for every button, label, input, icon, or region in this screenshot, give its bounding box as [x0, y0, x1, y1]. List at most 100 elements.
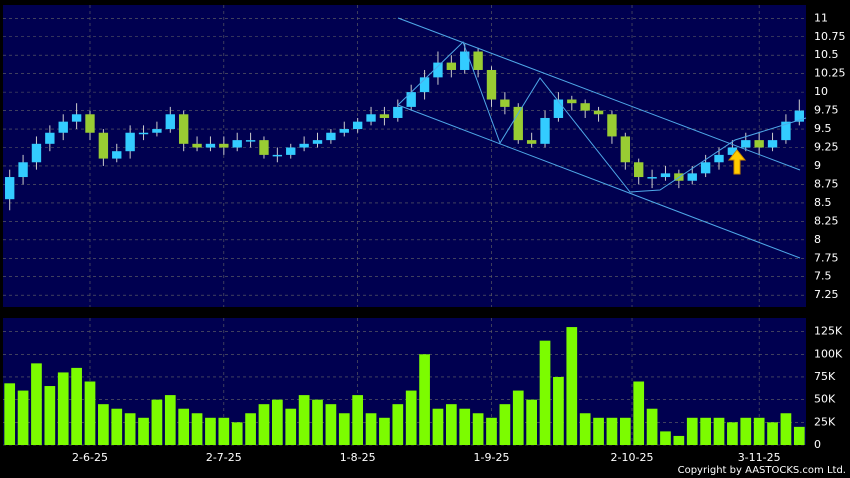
x-tick-label: 2-7-25 — [206, 451, 242, 464]
volume-bar — [231, 422, 243, 445]
volume-bar — [111, 408, 123, 445]
candle-body — [125, 132, 135, 152]
y-tick-label: 9 — [814, 159, 821, 172]
candle-body — [607, 114, 617, 137]
candle-body — [714, 154, 724, 163]
volume-bar — [793, 426, 805, 445]
y-tick-label: 10 — [814, 85, 828, 98]
volume-bar — [459, 408, 471, 445]
volume-bar — [767, 422, 778, 445]
candle-body — [85, 114, 95, 133]
volume-bar — [633, 381, 645, 445]
y2-tick-label: 125K — [814, 325, 843, 338]
volume-bar — [379, 417, 390, 445]
candle-body — [446, 62, 457, 70]
volume-bar — [539, 340, 551, 445]
candle-body — [754, 140, 764, 148]
volume-panel — [3, 318, 806, 445]
price-panel — [3, 5, 806, 307]
volume-bar — [606, 417, 618, 445]
volume-bar — [218, 417, 230, 445]
candle-body — [259, 140, 269, 155]
volume-bar — [673, 435, 685, 445]
candle-body — [312, 140, 323, 144]
y-tick-label: 7.75 — [814, 251, 839, 264]
volume-bar — [499, 404, 511, 445]
y-tick-label: 8 — [814, 233, 821, 246]
volume-bar — [445, 404, 457, 445]
candle-body — [647, 177, 657, 179]
candle-body — [5, 177, 15, 200]
y-tick-label: 9.5 — [814, 122, 832, 135]
volume-bar — [419, 354, 430, 445]
volume-bar — [780, 413, 792, 445]
x-tick-label: 1-9-25 — [474, 451, 510, 464]
y-tick-label: 9.75 — [814, 104, 839, 117]
volume-bar — [512, 390, 524, 445]
candle-body — [232, 140, 242, 148]
candle-body — [553, 99, 564, 118]
y-tick-label: 8.5 — [814, 196, 832, 209]
y-tick-label: 7.25 — [814, 288, 839, 301]
volume-bar — [727, 422, 738, 445]
y-tick-label: 10.5 — [814, 48, 839, 61]
volume-bar — [392, 404, 404, 445]
volume-bar — [753, 417, 765, 445]
candle-body — [460, 51, 470, 70]
candle-body — [286, 147, 296, 155]
candle-body — [794, 110, 804, 122]
volume-bar — [178, 408, 190, 445]
y-tick-label: 8.75 — [814, 177, 839, 190]
candle-body — [58, 121, 68, 133]
volume-bar — [713, 417, 725, 445]
y-tick-label: 10.25 — [814, 67, 846, 80]
candle-body — [540, 117, 550, 144]
copyright: Copyright by AASTOCKS.com Ltd. — [678, 465, 846, 476]
x-tick-label: 3-11-25 — [738, 451, 781, 464]
y-tick-label: 8.25 — [814, 214, 839, 227]
candle-body — [45, 132, 55, 144]
candle-body — [781, 121, 791, 141]
volume-bar — [405, 390, 417, 445]
volume-bar — [98, 404, 109, 445]
candle-body — [741, 140, 751, 148]
candle-body — [634, 162, 644, 178]
y2-tick-label: 100K — [814, 347, 843, 360]
y2-tick-label: 50K — [814, 393, 836, 406]
volume-bar — [285, 408, 297, 445]
x-tick-label: 2-10-25 — [611, 451, 654, 464]
candle-body — [580, 103, 590, 111]
volume-bar — [553, 376, 564, 445]
trend-line — [397, 17, 801, 171]
candle-body — [138, 132, 149, 135]
volume-bar — [71, 367, 82, 445]
y2-tick-label: 25K — [814, 415, 836, 428]
candle-body — [593, 110, 604, 115]
candle-body — [366, 114, 376, 122]
volume-bar — [191, 413, 203, 445]
candle-body — [433, 62, 443, 78]
y-tick-label: 11 — [814, 11, 828, 24]
volume-bar — [17, 390, 29, 445]
candle-body — [192, 143, 202, 148]
y-tick-label: 7.5 — [814, 270, 832, 283]
volume-bar — [579, 413, 591, 445]
candle-body — [71, 114, 82, 122]
candle-body — [767, 140, 778, 148]
volume-bar — [700, 417, 711, 445]
volume-bar — [164, 395, 176, 445]
grid — [3, 5, 806, 446]
volume-bar — [44, 386, 56, 445]
candle-body — [419, 77, 430, 93]
volume-bar — [740, 417, 752, 445]
candle-body — [379, 114, 390, 118]
arrow — [727, 149, 747, 175]
volume-bar — [298, 395, 310, 445]
candle-body — [393, 106, 403, 118]
candle-body — [567, 99, 577, 104]
candle-body — [272, 154, 283, 157]
candle-body — [473, 51, 483, 70]
volume-bar — [138, 417, 149, 445]
volume-bar — [245, 413, 256, 445]
